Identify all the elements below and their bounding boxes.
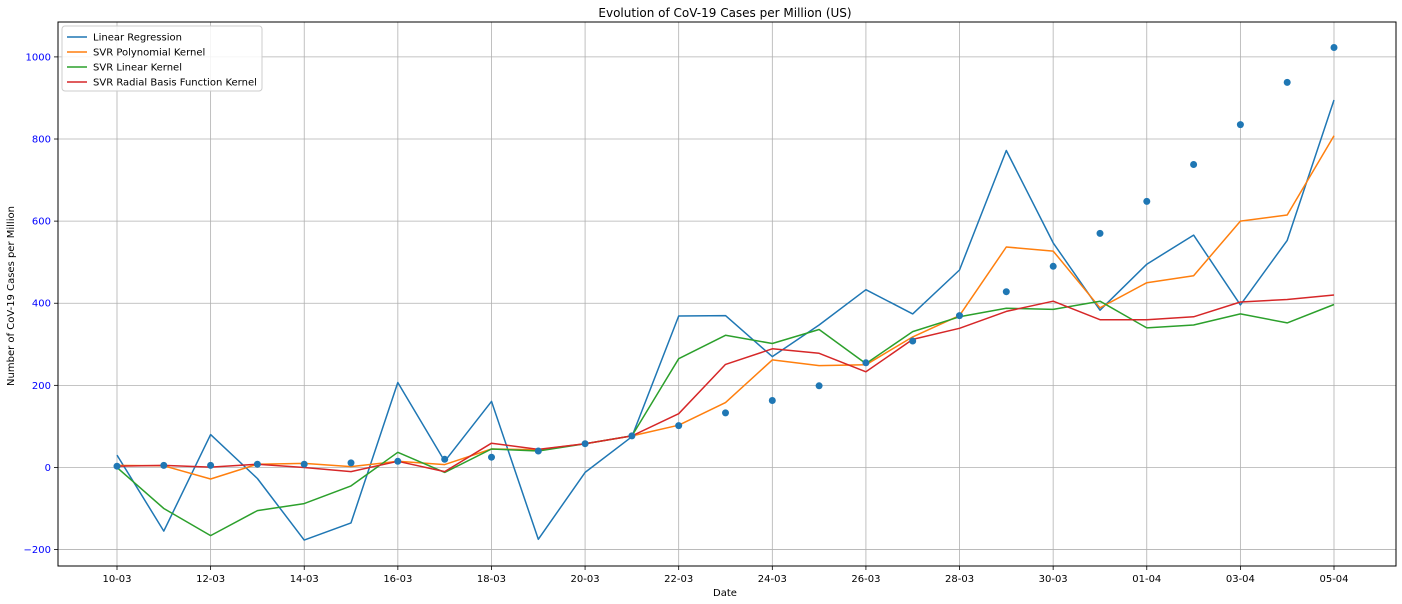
legend-frame [61,25,263,92]
x-tick-label: 26-03 [851,574,880,585]
chart-title: Evolution of CoV-19 Cases per Million (U… [598,6,851,20]
y-tick-label: 200 [32,381,51,392]
scatter-point [207,461,215,469]
grid [58,22,1396,566]
legend: Linear Regression SVR Polynomial Kernel SV… [61,25,263,92]
y-tick-label: 600 [32,217,51,228]
series-lines [116,99,1335,541]
scatter-point [488,453,495,461]
x-tick-label: 01-04 [1132,574,1161,585]
legend-label: SVR Radial Basis Function Kernel [93,78,257,89]
legend-label: SVR Linear Kernel [93,63,182,74]
y-tick-label: 400 [32,299,51,310]
scatter-point [1049,262,1057,270]
scatter-point [768,397,776,404]
y-tick-label: 1000 [26,52,51,63]
scatter-point [1143,197,1151,205]
x-tick-label: 22-03 [664,574,693,585]
x-axis-title: Date [713,588,737,599]
scatter-point [628,432,636,440]
scatter-point [160,461,168,469]
x-tick-label: 20-03 [571,574,600,585]
plot-frame [57,21,1397,567]
scatter-point [909,337,917,345]
scatter-point [394,457,402,465]
x-tick-label: 16-03 [383,574,412,585]
y-tick-label: −200 [24,545,51,556]
series-line-4 [116,294,1335,473]
scatter-point [815,382,823,390]
x-tick-label: 12-03 [196,574,225,585]
scatter-point [534,447,542,455]
x-tick-label: 14-03 [290,574,319,585]
scatter-point [862,359,870,367]
scatter-points [113,44,1338,470]
x-tick-label: 18-03 [477,574,506,585]
x-tick-label: 28-03 [945,574,974,585]
legend-label: Linear Regression [93,33,182,44]
y-tick-label: 0 [45,463,51,474]
scatter-point [722,409,729,417]
x-tick-label: 24-03 [758,574,787,585]
scatter-point [1096,229,1104,237]
scatter-point [113,462,121,470]
y-axis: −200 0 200 400 600 800 1000 [24,52,58,556]
series-line-1 [116,99,1335,541]
scatter-point [1283,78,1291,86]
scatter-point [441,455,449,463]
series-line-2 [116,135,1335,480]
scatter-point [581,440,589,448]
x-tick-label: 30-03 [1039,574,1068,585]
scatter-point [347,459,355,467]
scatter-point [956,312,963,320]
scatter-point [1330,44,1338,51]
scatter-point [1190,161,1198,168]
scatter-point [1236,121,1244,129]
scatter-point [300,460,308,468]
x-axis: 10-03 12-03 14-03 16-03 18-03 20-03 22-03 24-03… [102,566,1349,585]
scatter-point [1002,288,1010,296]
y-axis-title: Number of CoV-19 Cases per Million [6,206,17,386]
x-tick-label: 10-03 [102,574,131,585]
x-tick-label: 03-04 [1226,574,1255,585]
scatter-point [675,422,683,430]
x-tick-label: 05-04 [1319,574,1348,585]
y-tick-label: 800 [32,135,51,146]
scatter-point [253,460,261,468]
legend-label: SVR Polynomial Kernel [93,48,205,59]
